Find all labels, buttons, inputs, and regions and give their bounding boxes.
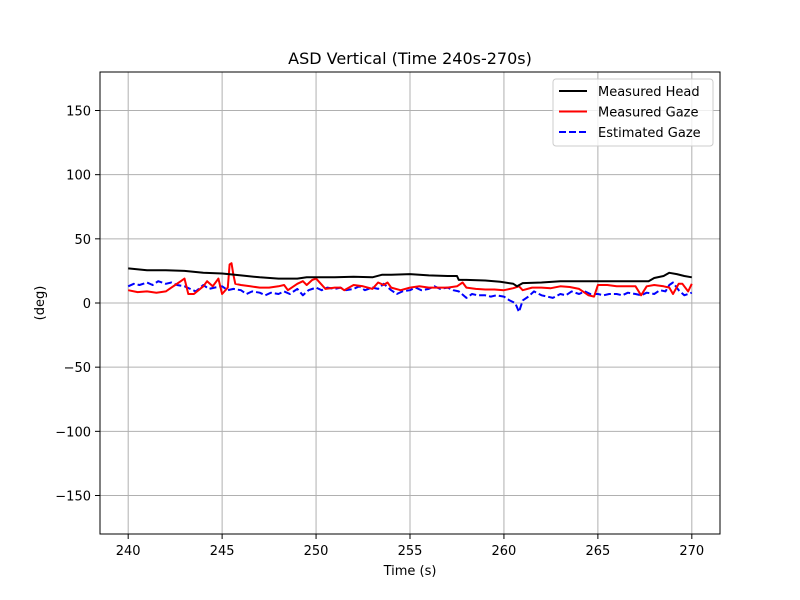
x-tick-label: 260	[492, 544, 517, 559]
x-axis-label: Time (s)	[383, 564, 437, 579]
chart-title: ASD Vertical (Time 240s-270s)	[288, 49, 532, 68]
legend-label: Measured Head	[598, 85, 700, 100]
legend-box	[552, 78, 714, 147]
y-tick-label: 50	[74, 233, 91, 248]
legend: Measured Head Measured Gaze Estimated Gaze	[552, 78, 714, 147]
x-tick-label: 250	[304, 544, 329, 559]
y-tick-label: 0	[83, 297, 91, 312]
grid	[100, 72, 720, 534]
x-tick-label: 240	[116, 544, 141, 559]
y-axis-label: (deg)	[33, 286, 48, 321]
series-line-measured-gaze	[128, 262, 693, 298]
series-line-measured-head	[128, 267, 692, 288]
x-tick-label: 245	[210, 544, 235, 559]
x-tick-label: 265	[585, 544, 610, 559]
legend-label: Measured Gaze	[598, 106, 699, 121]
x-tick-label: 255	[398, 544, 423, 559]
axis-ticks: 240 245 250 255 260 265 270 −150 −100 −50 0 50 100 15…	[55, 105, 704, 560]
y-tick-label: −150	[55, 490, 91, 505]
x-tick-label: 270	[679, 544, 704, 559]
y-tick-label: −100	[55, 425, 91, 440]
y-tick-label: −50	[64, 361, 91, 376]
legend-label: Estimated Gaze	[598, 126, 701, 141]
y-tick-label: 100	[66, 169, 91, 184]
plot-lines	[127, 262, 693, 313]
y-tick-label: 150	[66, 105, 91, 120]
